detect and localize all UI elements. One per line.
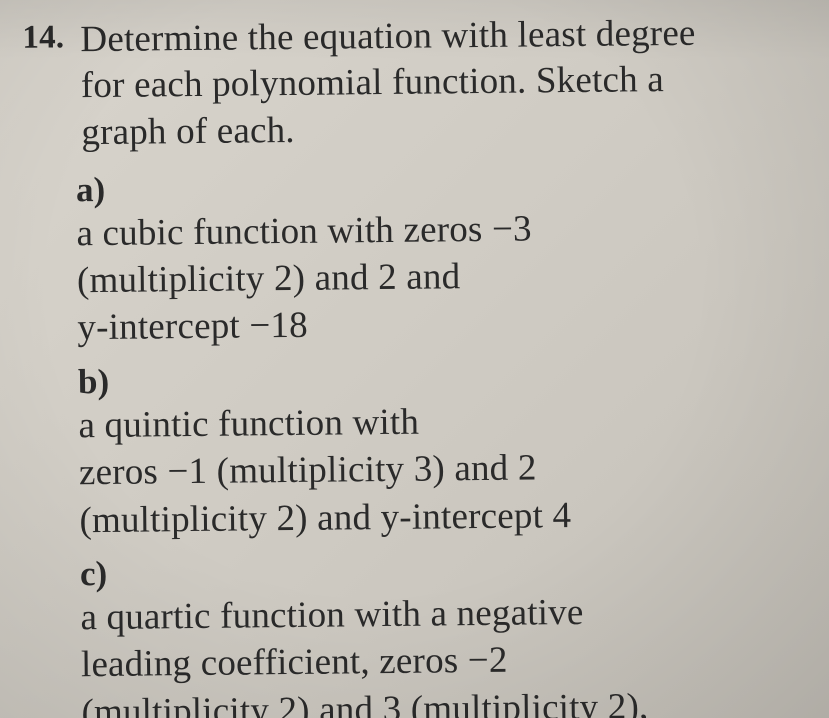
part-c-line-2: leading coefficient, zeros −2 — [81, 634, 781, 689]
part-a-line-2: (multiplicity 2) and 2 and — [77, 250, 777, 305]
intro-line-1: Determine the equation with least degree — [80, 13, 696, 60]
part-c-text: a quartic function with a negative leadi… — [80, 587, 782, 718]
part-b-line-3: (multiplicity 2) and y-intercept 4 — [79, 489, 779, 544]
part-a-text: a cubic function with zeros −3 (multipli… — [76, 203, 777, 352]
problem-number: 14. — [18, 17, 80, 59]
problem-intro: 14.Determine the equation with least deg… — [18, 10, 806, 157]
part-a-label: a) — [76, 170, 120, 210]
part-b-line-2: zeros −1 (multiplicity 3) and 2 — [79, 442, 779, 497]
part-c-line-1: a quartic function with a negative — [80, 587, 780, 642]
intro-line-2: for each polynomial function. Sketch a — [19, 56, 806, 110]
textbook-page: 14.Determine the equation with least deg… — [0, 0, 829, 718]
part-a-line-1: a cubic function with zeros −3 — [76, 203, 776, 258]
part-a: a) a cubic function with zeros −3 (multi… — [20, 162, 809, 352]
intro-line-1-wrap: 14.Determine the equation with least deg… — [18, 10, 805, 64]
part-b-text: a quintic function with zeros −1 (multip… — [78, 395, 779, 544]
part-a-line-3: y-intercept −18 — [77, 297, 777, 352]
part-b: b) a quintic function with zeros −1 (mul… — [22, 354, 811, 544]
part-b-line-1: a quintic function with — [78, 395, 778, 450]
part-c: c) a quartic function with a negative le… — [24, 546, 813, 718]
part-c-label: c) — [80, 554, 124, 594]
part-b-label: b) — [78, 362, 122, 402]
intro-line-3: graph of each. — [19, 102, 806, 156]
